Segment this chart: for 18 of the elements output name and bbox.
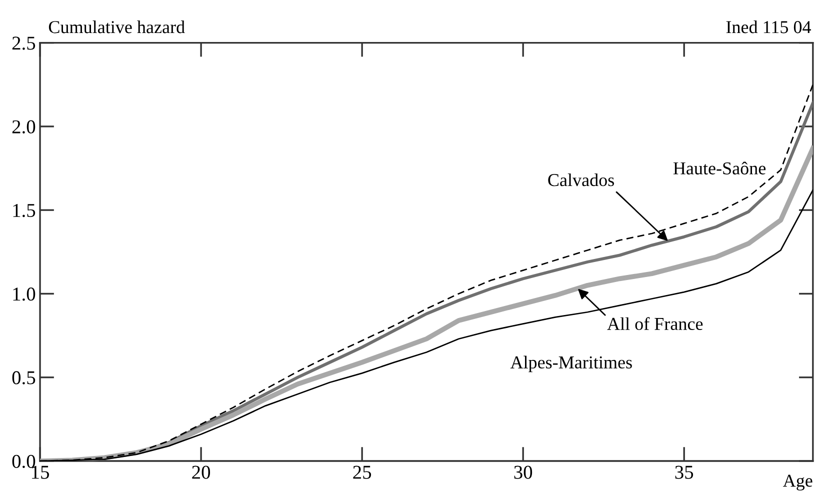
x-tick-label: 15 [32,466,49,479]
y-tick-label: 2.0 [12,120,36,134]
y-tick-label: 0.0 [12,454,36,468]
x-axis-title: Age [783,474,812,491]
annotation: Calvados [548,173,614,186]
y-tick-label: 1.0 [13,288,36,301]
x-tick-label: 20 [192,466,210,479]
y-tick-label: 2.5 [12,36,36,50]
y-tick-label: 0.5 [12,371,36,384]
annotation: All of France [607,317,703,330]
x-tick-label: 25 [353,466,372,479]
series-label: Alpes-Maritimes [510,356,632,372]
series-label: Haute-Saône [673,162,766,174]
y-tick-label: 1.5 [13,204,36,218]
y-axis-title: Cumulative hazard [48,20,185,34]
x-tick-label: 30 [514,466,532,479]
text: Ined 115 04 [726,20,811,34]
x-tick-label: 35 [675,466,694,479]
